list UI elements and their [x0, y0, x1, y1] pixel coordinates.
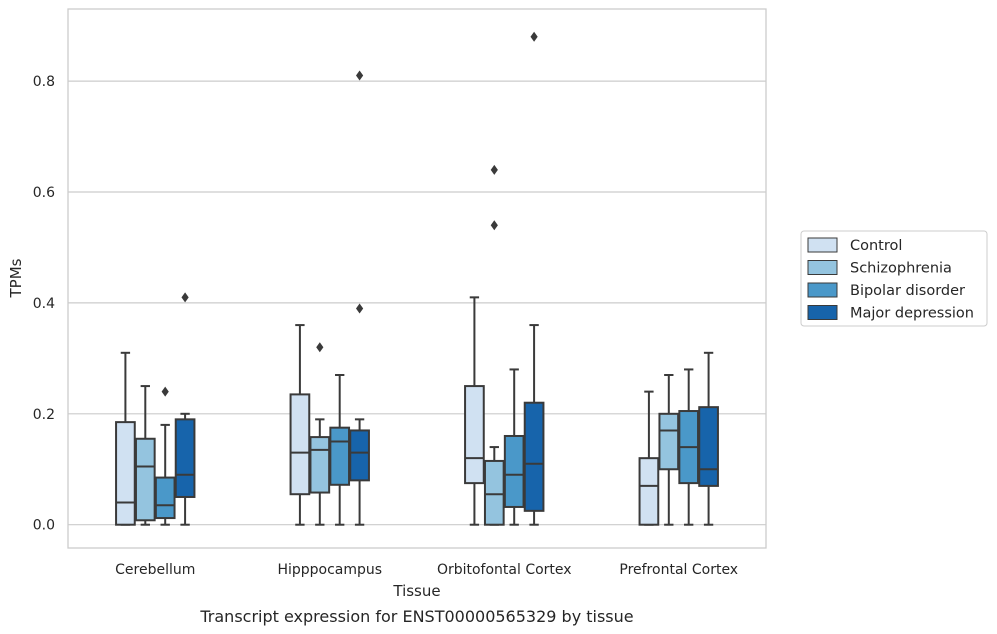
box — [503, 434, 525, 508]
legend-swatch — [807, 305, 838, 320]
y-axis-label: TPMs — [7, 258, 25, 298]
outlier-point — [161, 386, 169, 397]
box-group — [134, 385, 156, 526]
x-tick-label: Orbitofontal Cortex — [437, 562, 572, 578]
outlier-point — [355, 303, 364, 314]
outlier-point — [530, 31, 538, 42]
box-group — [464, 296, 485, 526]
box-group — [115, 351, 136, 526]
x-tick-label: Hipppocampus — [277, 562, 382, 578]
box-group — [658, 373, 680, 526]
plot-frame — [67, 8, 767, 549]
box — [134, 437, 156, 522]
box-group — [174, 292, 196, 526]
box — [658, 412, 680, 471]
box — [464, 385, 485, 485]
outlier-point — [490, 220, 498, 231]
legend-label: Major depression — [850, 306, 974, 322]
legend-label: Schizophrenia — [850, 261, 952, 277]
y-tick-label: 0.8 — [33, 74, 55, 90]
outlier-point — [181, 292, 189, 303]
y-tick-label: 0.6 — [33, 185, 55, 201]
box — [329, 426, 351, 486]
box — [289, 393, 311, 496]
legend-swatch — [807, 237, 838, 253]
box — [309, 436, 331, 494]
box-group — [678, 368, 700, 526]
box-group — [289, 324, 311, 526]
y-tick-label: 0.2 — [33, 407, 55, 423]
x-tick-label: Prefrontal Cortex — [619, 562, 738, 578]
box-group — [638, 390, 660, 526]
box-group — [698, 351, 719, 526]
legend-swatch — [807, 282, 838, 298]
legend-label: Control — [850, 238, 902, 254]
outlier-point — [316, 342, 324, 353]
y-tick-label: 0.0 — [33, 518, 55, 534]
box-group — [523, 31, 545, 526]
box — [154, 476, 176, 520]
legend: Control Schizophrenia Bipolar disorder Majo… — [800, 230, 988, 327]
box-plot-area — [115, 31, 719, 526]
box — [523, 401, 545, 512]
box-group — [503, 368, 525, 526]
box — [174, 418, 196, 498]
x-axis-label: Tissue — [392, 582, 440, 600]
x-tick-label: Cerebellum — [115, 562, 195, 578]
outlier-point — [355, 70, 364, 81]
box — [638, 457, 660, 526]
box-group — [154, 386, 176, 526]
y-tick-label: 0.4 — [33, 296, 55, 312]
box-group — [329, 373, 351, 526]
chart-caption: Transcript expression for ENST0000056532… — [199, 607, 633, 626]
box-group — [483, 164, 505, 526]
box — [483, 459, 505, 526]
box — [698, 406, 719, 487]
outlier-point — [490, 164, 498, 175]
box-group — [349, 70, 370, 526]
box — [349, 429, 370, 482]
x-axis-ticks: Cerebellum Hipppocampus Orbitofontal Corte… — [115, 562, 738, 578]
legend-frame — [800, 230, 988, 327]
box — [115, 421, 136, 526]
legend-swatch — [807, 260, 838, 275]
box-group — [309, 342, 331, 526]
legend-label: Bipolar disorder — [850, 283, 965, 299]
y-axis-ticks: 0.0 0.2 0.4 0.6 0.8 — [33, 74, 55, 534]
